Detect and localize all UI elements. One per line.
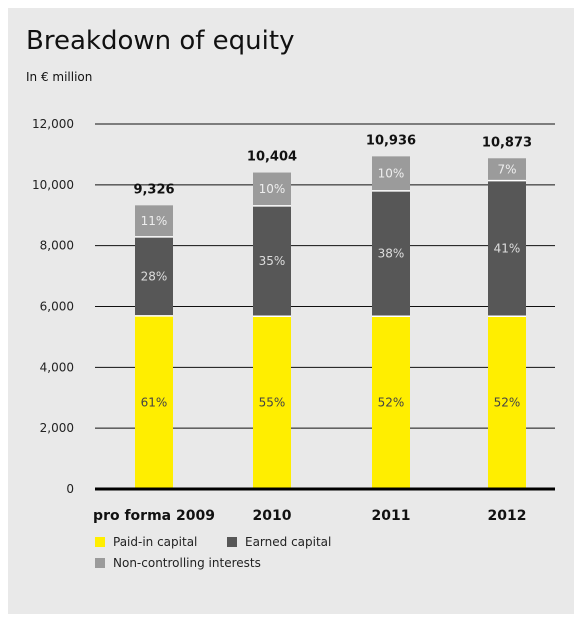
data-label: 35% [259,254,286,268]
data-label: 38% [378,247,405,261]
bar-segment [488,316,526,489]
bar-segment [488,158,526,181]
legend-swatch-earned [227,537,237,547]
bar-segment [488,180,526,317]
y-tick-label: 12,000 [32,117,74,131]
bar-segment [253,316,291,489]
y-tick-label: 8,000 [40,239,74,253]
data-label: 10% [378,167,405,181]
x-category-label: 2011 [372,508,411,524]
y-tick-label: 2,000 [40,421,74,435]
bar-segment [372,190,410,317]
bar-segment [135,205,173,237]
x-category-label: 2012 [488,508,527,524]
total-label: 9,326 [133,182,174,197]
data-label: 55% [259,396,286,410]
legend-label-noncontrolling: Non-controlling interests [113,556,261,570]
chart-title: Breakdown of equity [26,26,295,56]
y-tick-label: 6,000 [40,300,74,314]
data-label: 10% [259,182,286,196]
bar-segment [372,316,410,489]
y-tick-label: 4,000 [40,360,74,374]
data-label: 11% [141,214,168,228]
bar-segment [253,172,291,206]
total-label: 10,404 [247,150,297,165]
legend-swatch-paid-in [95,537,105,547]
legend-item-earned: Earned capital [227,535,331,549]
y-tick-label: 0 [66,482,74,496]
bar-segment [253,205,291,317]
data-label: 61% [141,395,168,409]
legend-label-earned: Earned capital [245,535,332,549]
legend-label-paid-in: Paid-in capital [113,535,198,549]
legend-item-noncontrolling: Non-controlling interests [95,556,261,570]
y-tick-label: 10,000 [32,178,74,192]
bar-segment [135,236,173,316]
data-label: 41% [494,241,521,255]
chart-subtitle: In € million [26,70,93,84]
x-category-label: pro forma 2009 [93,508,215,524]
legend-item-paid-in: Paid-in capital [95,535,197,549]
total-label: 10,873 [482,135,532,150]
x-category-label: 2010 [253,508,292,524]
bar-segment [135,315,173,489]
data-label: 28% [141,269,168,283]
legend-swatch-noncontrolling [95,558,105,568]
bar-segment [372,156,410,191]
data-label: 7% [497,162,516,176]
data-label: 52% [378,396,405,410]
data-label: 52% [494,396,521,410]
total-label: 10,936 [366,133,416,148]
